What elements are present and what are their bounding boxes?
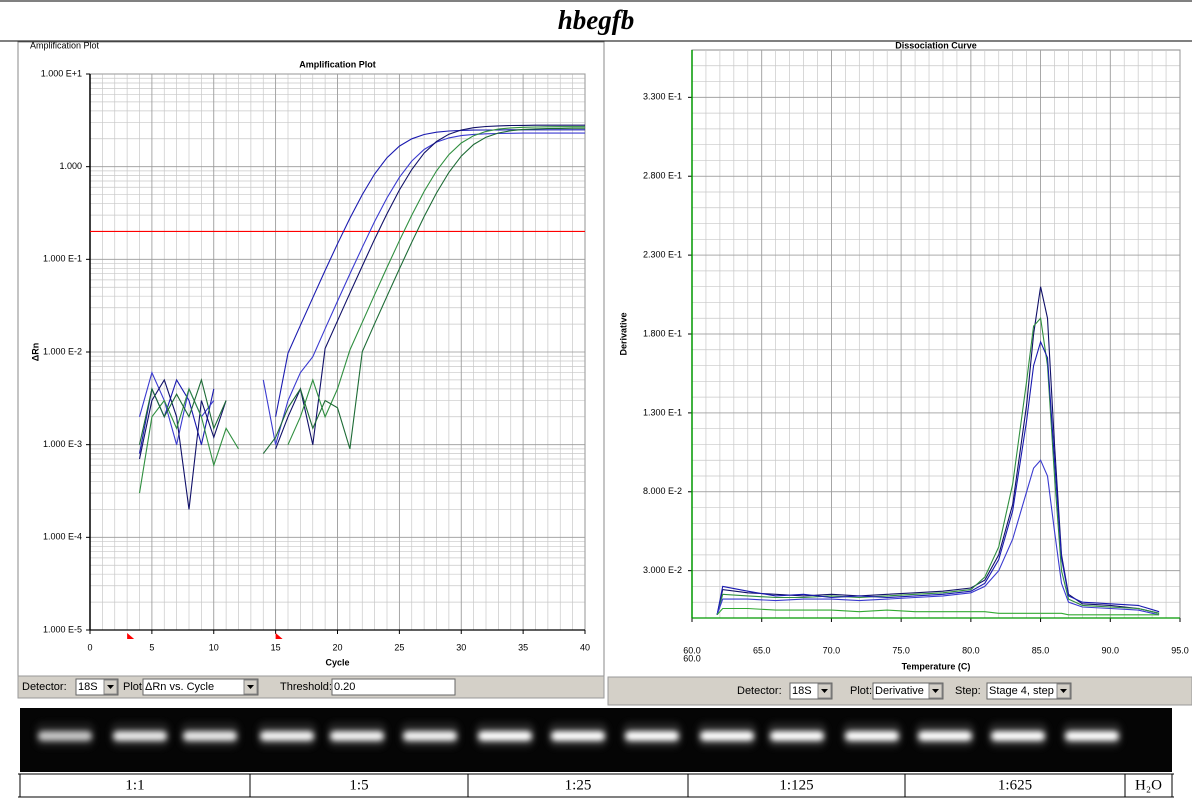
lane-label: 1:625 xyxy=(998,777,1032,793)
chart-title: Dissociation Curve xyxy=(895,40,977,50)
control-label: Threshold: xyxy=(280,681,332,693)
gel-band xyxy=(551,731,605,741)
x-tick-label: 5 xyxy=(149,642,154,652)
x-tick-label: 10 xyxy=(209,642,219,652)
y-tick-label: 1.000 xyxy=(59,161,82,171)
y-tick-label: 2.300 E-1 xyxy=(643,249,682,259)
y-tick-label: 1.000 E+1 xyxy=(41,68,82,78)
chart-title: Amplification Plot xyxy=(299,59,376,69)
gel-band xyxy=(700,731,754,741)
y-tick-label: 1.800 E-1 xyxy=(643,328,682,338)
y-tick-label: 1.000 E-5 xyxy=(43,624,82,634)
control-label: Step: xyxy=(955,685,981,697)
y-axis-label: Derivative xyxy=(618,312,628,355)
x-tick-label: 80.0 xyxy=(962,645,980,655)
dropdown-value[interactable]: Derivative xyxy=(875,685,924,697)
dropdown-value[interactable]: ΔRn vs. Cycle xyxy=(145,681,214,693)
dropdown-value[interactable]: Stage 4, step 3 xyxy=(989,685,1063,697)
y-tick-label: 1.000 E-1 xyxy=(43,254,82,264)
x-tick-label: 85.0 xyxy=(1032,645,1050,655)
start-marker: 60.0 xyxy=(683,653,701,663)
dropdown-value[interactable]: 18S xyxy=(792,685,812,697)
lane-label: H₂O xyxy=(1135,777,1162,793)
y-axis-label: ΔRn xyxy=(30,343,40,361)
x-tick-label: 70.0 xyxy=(823,645,841,655)
x-tick-label: 15 xyxy=(271,642,281,652)
y-tick-label: 1.000 E-3 xyxy=(43,439,82,449)
lane-label: 1:1 xyxy=(125,777,144,793)
gel-band xyxy=(770,731,824,741)
y-tick-label: 3.300 E-1 xyxy=(643,92,682,102)
control-label: Detector: xyxy=(22,681,67,693)
x-tick-label: 30 xyxy=(456,642,466,652)
gel-band xyxy=(845,731,899,741)
x-tick-label: 75.0 xyxy=(892,645,910,655)
figure-title: hbegfb xyxy=(558,5,635,35)
gel-band xyxy=(403,731,457,741)
x-tick-label: 40 xyxy=(580,642,590,652)
gel-band xyxy=(38,731,92,741)
x-tick-label: 65.0 xyxy=(753,645,771,655)
control-label: Detector: xyxy=(737,685,782,697)
x-axis-label: Cycle xyxy=(325,657,349,667)
dropdown-value[interactable]: 0.20 xyxy=(334,681,355,693)
window-title: Amplification Plot xyxy=(30,40,100,50)
y-tick-label: 1.000 E-4 xyxy=(43,532,82,542)
x-tick-label: 20 xyxy=(332,642,342,652)
y-tick-label: 3.000 E-2 xyxy=(643,565,682,575)
y-tick-label: 2.800 E-1 xyxy=(643,171,682,181)
y-tick-label: 1.000 E-2 xyxy=(43,346,82,356)
gel-band xyxy=(330,731,384,741)
dropdown-value[interactable]: 18S xyxy=(78,681,98,693)
gel-band xyxy=(625,731,679,741)
lane-label: 1:25 xyxy=(565,777,592,793)
gel-band xyxy=(113,731,167,741)
x-tick-label: 35 xyxy=(518,642,528,652)
lane-label: 1:5 xyxy=(349,777,368,793)
x-axis-label: Temperature (C) xyxy=(902,661,971,671)
control-label: Plot: xyxy=(123,681,145,693)
figure: hbegfb Amplification Plot Detector: 18S Pl… xyxy=(0,0,1192,798)
gel-band xyxy=(1065,731,1119,741)
gel-band xyxy=(183,731,237,741)
x-tick-label: 95.0 xyxy=(1171,645,1189,655)
gel-band xyxy=(260,731,314,741)
control-label: Plot: xyxy=(850,685,872,697)
gel-band xyxy=(478,731,532,741)
x-tick-label: 25 xyxy=(394,642,404,652)
gel-band xyxy=(918,731,972,741)
x-tick-label: 90.0 xyxy=(1102,645,1120,655)
lane-label: 1:125 xyxy=(779,777,813,793)
y-tick-label: 8.000 E-2 xyxy=(643,486,682,496)
gel-band xyxy=(991,731,1045,741)
y-tick-label: 1.300 E-1 xyxy=(643,407,682,417)
x-tick-label: 0 xyxy=(87,642,92,652)
